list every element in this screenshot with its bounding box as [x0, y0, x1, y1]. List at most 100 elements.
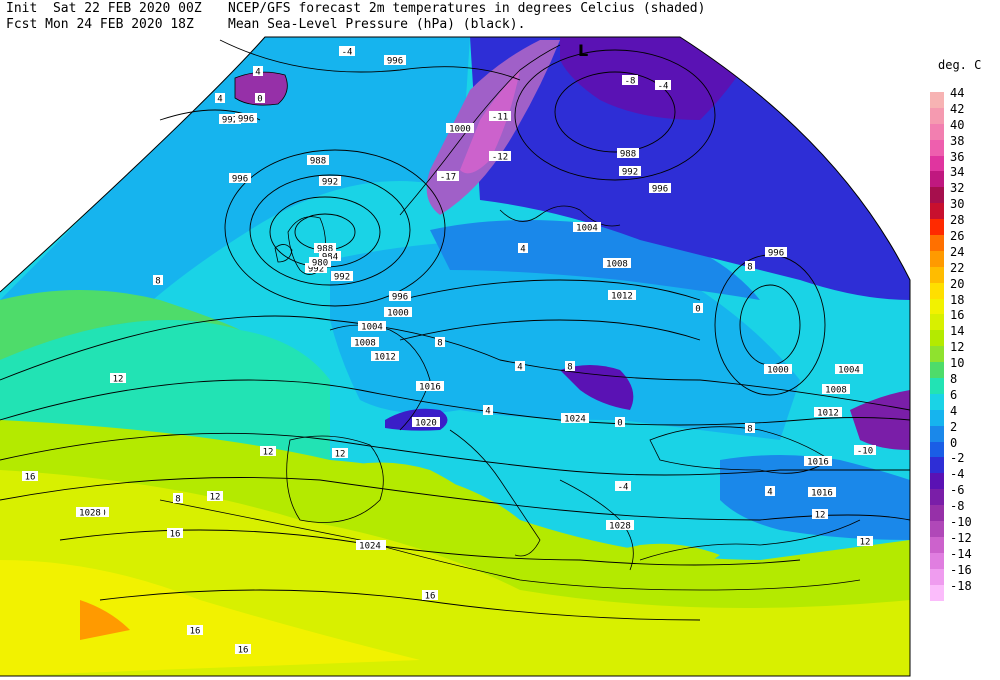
- temperature-value: -17: [437, 171, 459, 183]
- legend-row: 28: [930, 213, 992, 236]
- svg-text:4: 4: [517, 363, 522, 373]
- legend-value: 40: [950, 117, 965, 132]
- legend-row: -16: [930, 563, 992, 585]
- legend-row: -12: [930, 531, 992, 553]
- svg-text:992: 992: [322, 178, 338, 188]
- svg-text:996: 996: [232, 175, 248, 185]
- legend-value: 30: [950, 197, 965, 212]
- temperature-value: 4: [515, 361, 525, 373]
- svg-text:1024: 1024: [564, 415, 586, 425]
- temperature-value: 8: [153, 275, 163, 287]
- isobar-value: 996: [765, 247, 787, 259]
- svg-text:4: 4: [767, 488, 772, 498]
- legend-value: -6: [950, 483, 965, 498]
- svg-text:996: 996: [652, 185, 668, 195]
- legend-swatch: [930, 536, 944, 553]
- temperature-value: 4: [253, 66, 263, 78]
- svg-text:1004: 1004: [361, 323, 383, 333]
- iceland-cold: [235, 72, 288, 106]
- isobar-value: 1020: [412, 417, 440, 429]
- legend-row: 26: [930, 229, 992, 251]
- svg-text:988: 988: [317, 245, 333, 255]
- legend-swatch: [930, 155, 944, 172]
- temperature-value: 16: [422, 590, 438, 602]
- legend-swatch: [930, 219, 944, 236]
- svg-text:1008: 1008: [825, 386, 847, 396]
- legend-row: 18: [930, 293, 992, 315]
- temperature-value: 0: [615, 417, 625, 429]
- svg-text:1000: 1000: [387, 309, 409, 319]
- low-pressure-marker: L: [578, 41, 588, 60]
- svg-text:16: 16: [425, 592, 436, 602]
- legend-row: 10: [930, 356, 992, 379]
- isobar-value: 996: [229, 173, 251, 185]
- isobar-value: 1008: [822, 384, 850, 396]
- legend-swatch: [930, 203, 944, 220]
- svg-text:12: 12: [210, 493, 221, 503]
- temperature-field: [0, 37, 910, 676]
- isobar-value: 1000: [764, 364, 792, 376]
- svg-text:1016: 1016: [807, 458, 829, 468]
- svg-text:992: 992: [334, 273, 350, 283]
- legend-row: 20: [930, 277, 992, 299]
- legend-value: 28: [950, 213, 965, 228]
- legend-row: 2: [930, 420, 992, 442]
- legend-row: 12: [930, 340, 992, 363]
- temperature-value: 12: [812, 509, 828, 521]
- isobar-value: 988: [307, 155, 329, 167]
- legend-value: 38: [950, 133, 965, 148]
- svg-text:1016: 1016: [811, 489, 833, 499]
- hot-spot: [80, 600, 130, 640]
- legend-row: 30: [930, 197, 992, 220]
- temperature-value: 8: [745, 423, 755, 435]
- legend-value: 36: [950, 149, 965, 164]
- legend-row: 0: [930, 436, 992, 458]
- svg-text:12: 12: [860, 538, 871, 548]
- svg-text:1012: 1012: [817, 409, 839, 419]
- legend-swatch: [930, 489, 944, 506]
- legend-swatch: [930, 171, 944, 188]
- legend-value: -18: [950, 578, 972, 593]
- legend-swatch: [930, 298, 944, 315]
- svg-text:1016: 1016: [419, 383, 441, 393]
- legend-value: 16: [950, 308, 965, 323]
- svg-text:16: 16: [170, 530, 181, 540]
- temperature-value: -4: [655, 80, 671, 92]
- color-legend: 44 42 40 38 36 34 32 30 28 26 24 22 20 18 16 14 12 10 8 6 4 2…: [930, 86, 992, 601]
- legend-row: -4: [930, 467, 992, 490]
- legend-swatch: [930, 409, 944, 426]
- norway-coast: [399, 44, 561, 216]
- legend-row: -2: [930, 451, 992, 474]
- isobar-value: 1008: [351, 337, 379, 349]
- svg-text:12: 12: [335, 450, 346, 460]
- legend-value: 4: [950, 403, 958, 418]
- svg-text:0: 0: [257, 95, 262, 105]
- svg-text:992: 992: [622, 168, 638, 178]
- legend-value: 44: [950, 86, 965, 100]
- temperature-value: 8: [173, 493, 183, 505]
- iberia-coast: [286, 435, 384, 523]
- svg-text:1024: 1024: [359, 542, 381, 552]
- legend-value: 26: [950, 229, 965, 244]
- caucasus-cold: [850, 390, 910, 450]
- fcst-line: Fcst Mon 24 FEB 2020 18Z: [6, 17, 194, 32]
- legend-value: 24: [950, 244, 965, 259]
- ireland-coast: [274, 244, 293, 263]
- svg-text:16: 16: [25, 473, 36, 483]
- legend-value: -12: [950, 530, 972, 545]
- temperature-value: 16: [167, 528, 183, 540]
- legend-row: -18: [930, 579, 992, 601]
- isobar-value: 992: [331, 271, 353, 283]
- temperature-value: -4: [339, 46, 355, 58]
- temperature-value: 4: [215, 93, 225, 105]
- temperature-value: -10: [854, 445, 876, 457]
- legend-swatch: [930, 568, 944, 585]
- north-africa-coast: [159, 499, 861, 591]
- legend-value: 14: [950, 324, 965, 339]
- isobar-value: 1028: [606, 520, 634, 532]
- legend-swatch: [930, 187, 944, 204]
- legend-row: 16: [930, 308, 992, 331]
- svg-text:1012: 1012: [611, 292, 633, 302]
- svg-text:988: 988: [310, 157, 326, 167]
- legend-swatch: [930, 378, 944, 394]
